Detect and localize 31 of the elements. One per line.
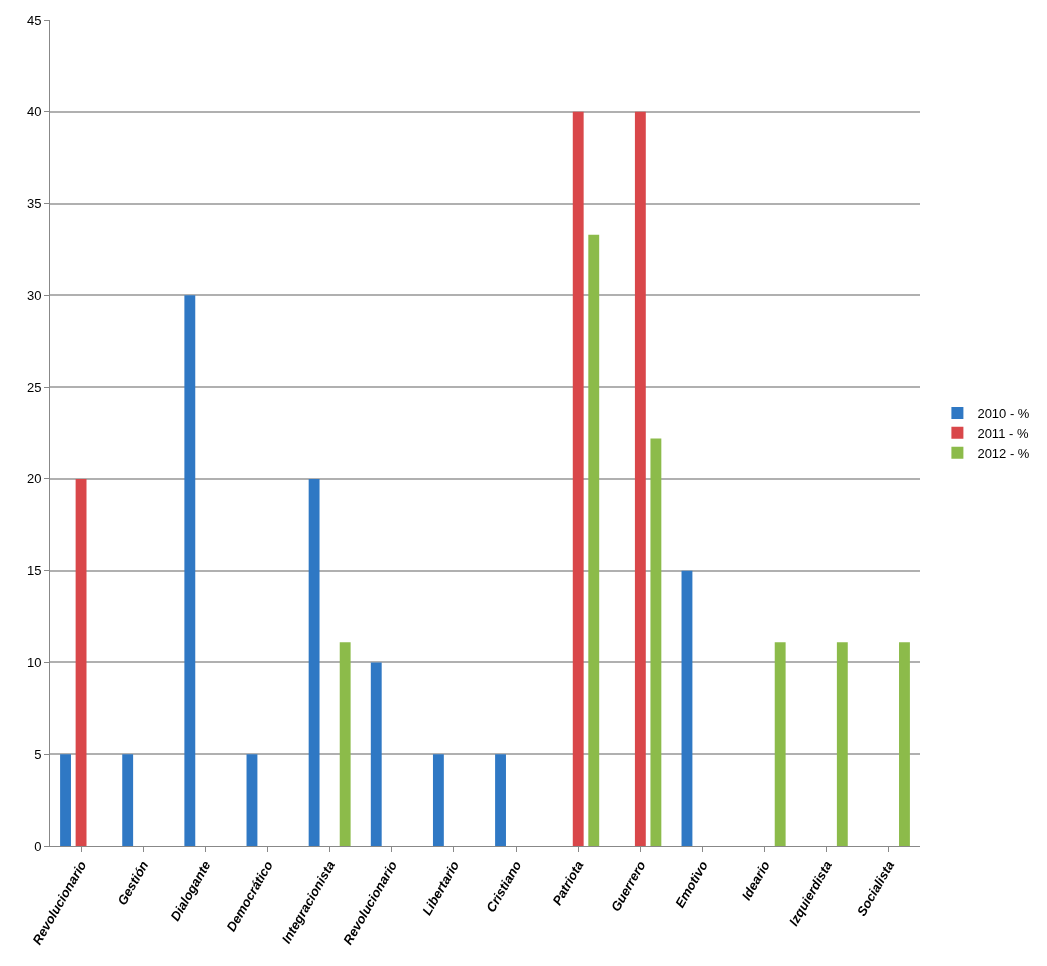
bar [246, 754, 258, 846]
y-tick-label: 0 [34, 838, 42, 854]
bar [572, 111, 584, 846]
bar [432, 754, 444, 846]
y-tick-label: 10 [26, 654, 42, 670]
y-tick-label: 20 [26, 471, 42, 487]
bar [122, 754, 134, 846]
y-tick-label: 15 [26, 563, 42, 579]
bar [339, 642, 351, 846]
bar [495, 754, 506, 846]
bar [184, 295, 196, 846]
y-tick-label: 25 [26, 379, 42, 395]
bar [308, 478, 320, 846]
y-tick-label: 35 [26, 196, 42, 212]
y-tick-label: 45 [26, 12, 42, 28]
bar [634, 111, 646, 846]
y-tick-label: 40 [26, 104, 42, 120]
bar [588, 234, 600, 846]
legend-label: 2011 - % [977, 425, 1029, 441]
bar [836, 642, 848, 846]
legend-label: 2012 - % [977, 445, 1030, 461]
y-tick-label: 30 [26, 287, 42, 303]
bar [681, 570, 693, 846]
bar [650, 438, 662, 846]
bar [774, 642, 786, 846]
bar [899, 642, 910, 846]
bar [60, 754, 71, 846]
bar [75, 478, 87, 846]
y-tick-label: 5 [34, 746, 42, 762]
bar [370, 662, 382, 846]
legend-label: 2010 - % [977, 406, 1030, 422]
